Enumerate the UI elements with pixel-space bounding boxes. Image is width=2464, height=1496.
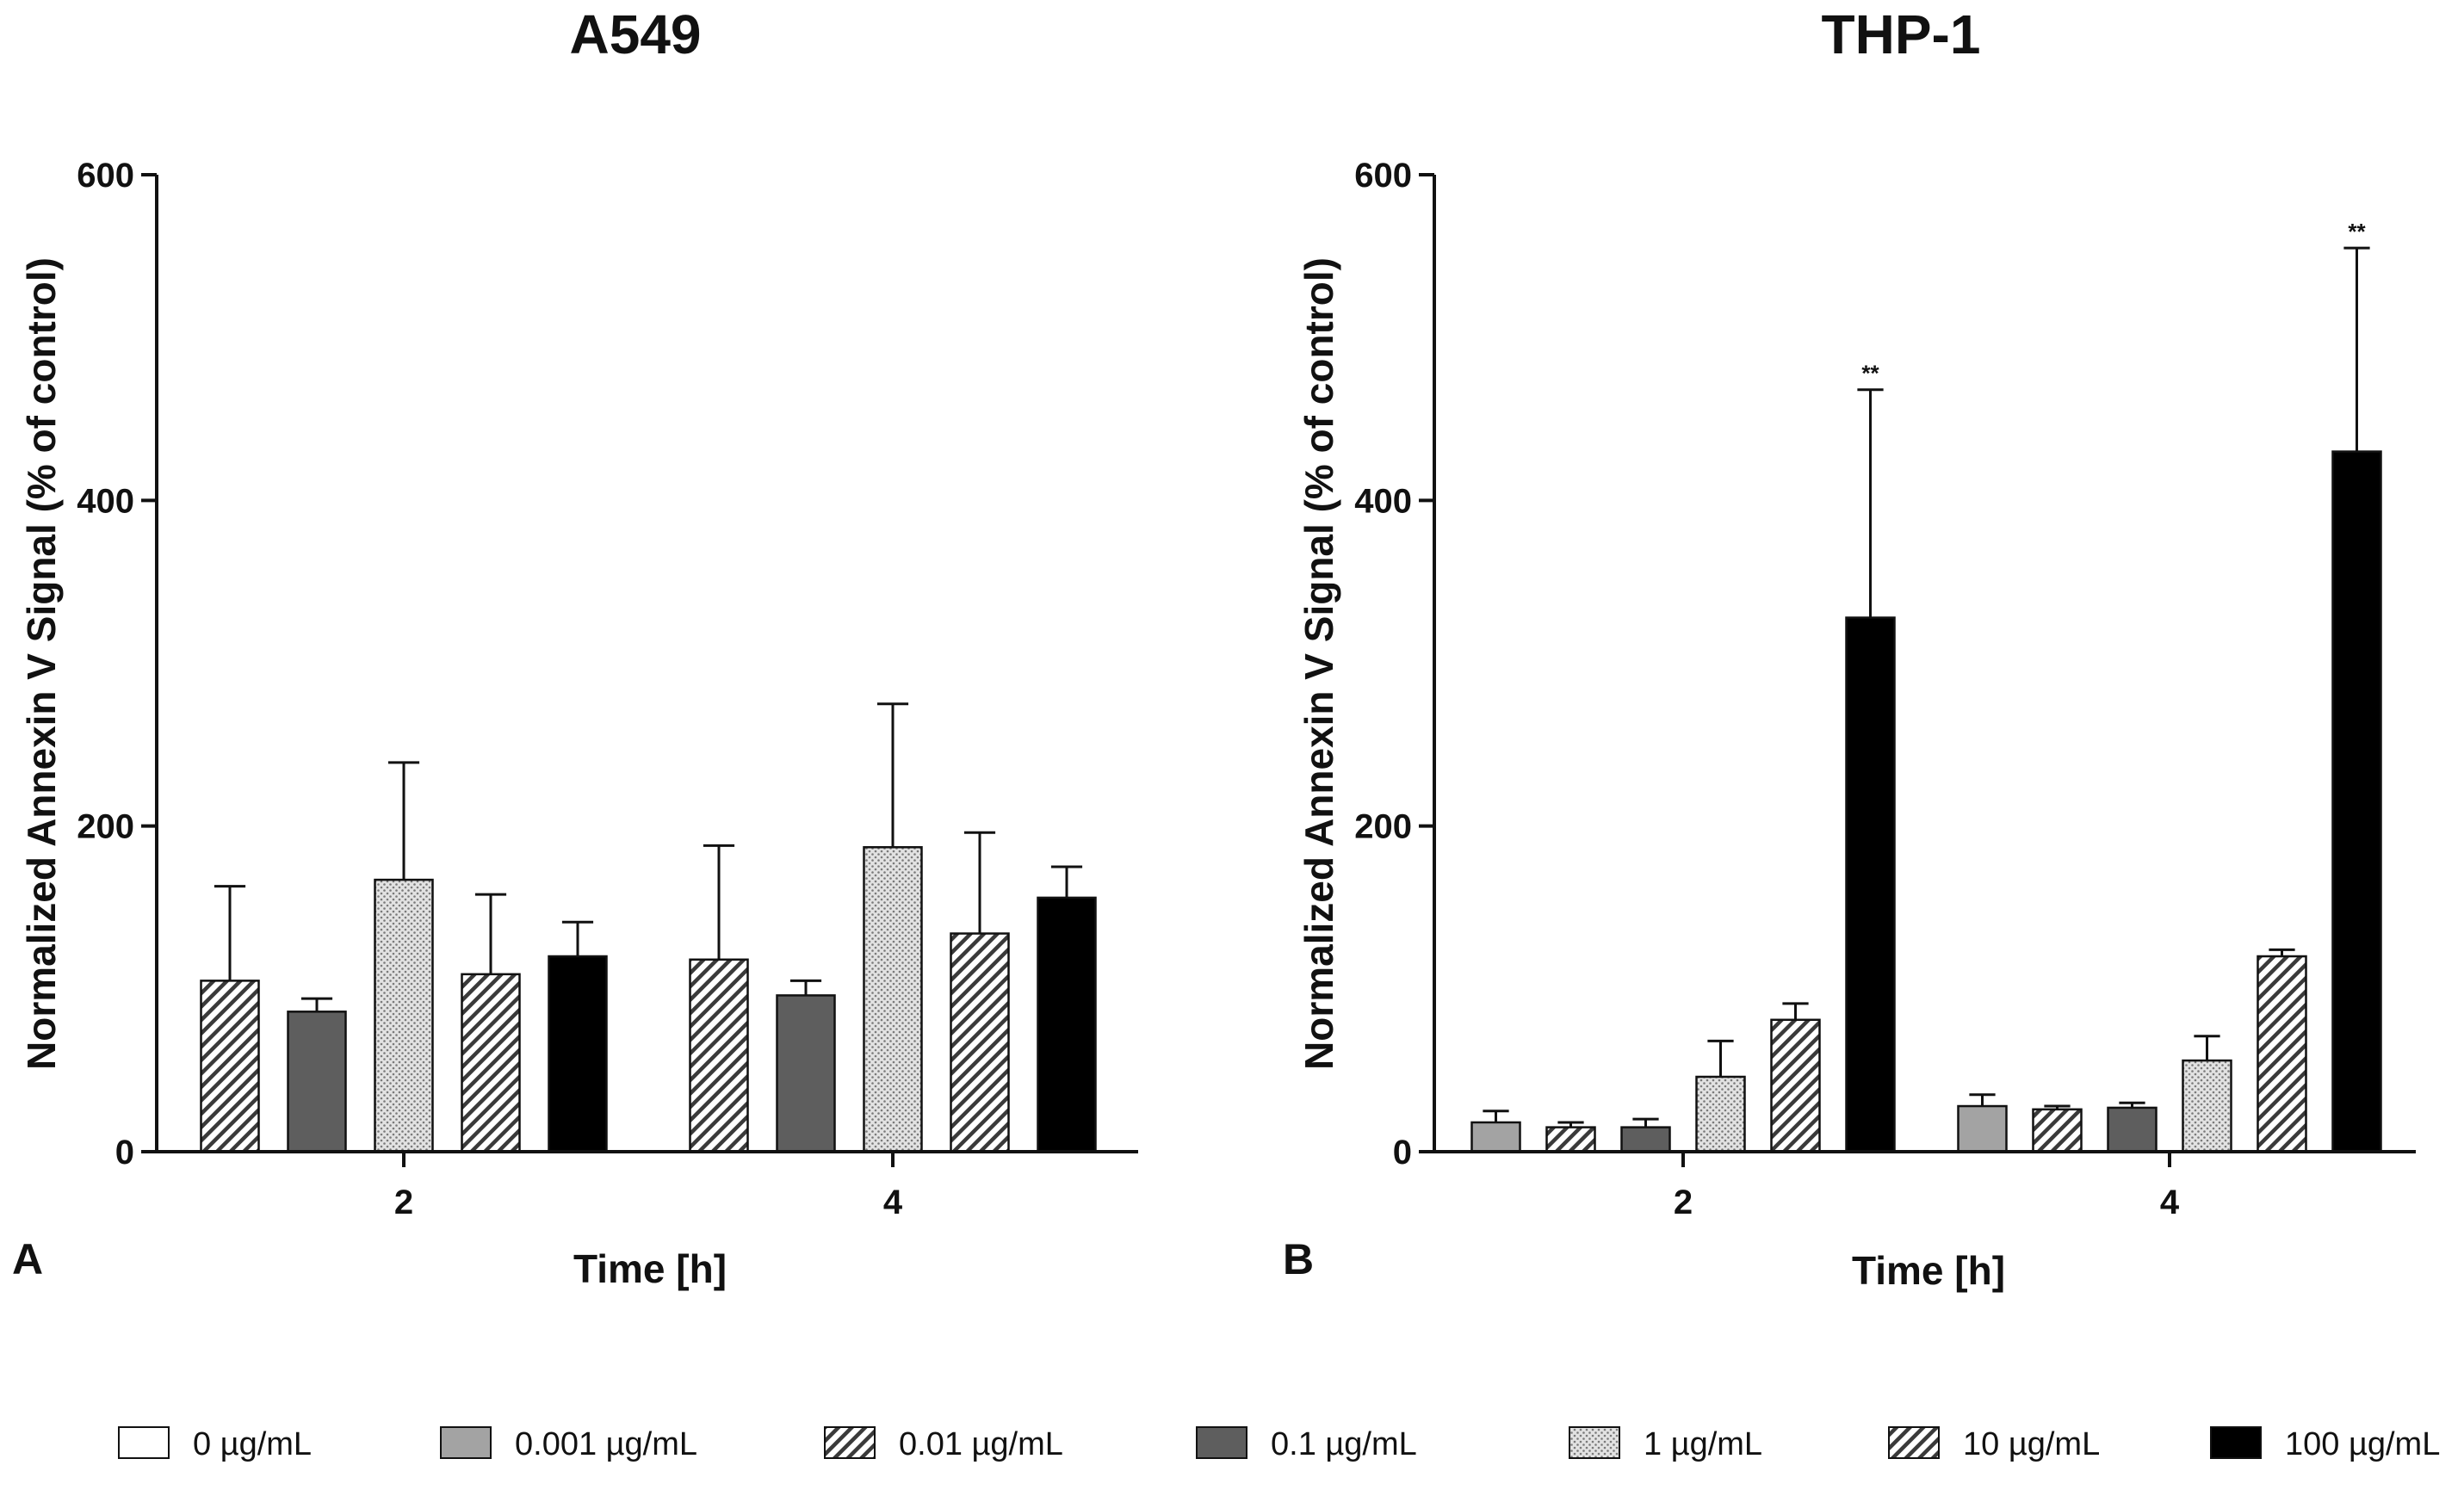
panel-a-plot-area: 0 200 400 600 2 4 [77,157,1138,1221]
panel-a-bar [950,932,1010,1153]
legend-item: 100 µg/mL [2210,1426,2440,1462]
legend-label: 0.001 µg/mL [515,1426,697,1462]
panel-b-bar [2331,450,2382,1153]
panel-b-title: THP-1 [1822,3,1981,65]
panel-b-y-tick-label: 400 [1354,482,1412,520]
panel-a-bar [374,878,434,1153]
panel-a-bar [548,955,608,1153]
panel-a-bar [461,973,521,1153]
panel-a-bar [1037,896,1097,1153]
panel-b-bar [1770,1018,1821,1153]
panel-b-significance-label: ** [2348,219,2366,244]
panel-b-y-axis-label: Normalized Annexin V Signal (% of contro… [1297,257,1341,1070]
legend-item: 0.1 µg/mL [1196,1426,1417,1462]
panel-a-y-axis-label: Normalized Annexin V Signal (% of contro… [19,257,64,1070]
panel-a-title: A549 [570,3,702,65]
panel-a-y-tick-label: 600 [77,157,134,195]
panel-b-thp1: THP-1 Normalized Annexin V Signal (% of … [1283,3,2416,1293]
panel-b-plot-area: ** ** 0 200 400 600 2 4 [1354,157,2416,1221]
panel-a-bar [863,846,923,1153]
legend-label: 100 µg/mL [2285,1426,2440,1462]
panel-b-bar [2182,1059,2232,1153]
panel-a-y-tick-label: 200 [77,808,134,846]
panel-a-bar [689,958,749,1153]
panel-a-bar [776,994,836,1153]
panel-a-y-tick-label: 0 [115,1134,134,1171]
panel-b-y-tick-label: 0 [1393,1134,1412,1171]
panel-a-x-tick-label: 2 [394,1184,413,1221]
legend: 0 µg/mL 0.001 µg/mL 0.01 µg/mL 0.1 µg/mL 1 µ… [118,1426,2440,1462]
panel-a-y-tick-label: 400 [77,482,134,520]
panel-b-letter: B [1283,1235,1314,1283]
panel-b-bar [1957,1104,2008,1153]
panel-b-significance-label: ** [1861,361,1879,386]
legend-label: 10 µg/mL [1963,1426,2100,1462]
legend-swatch [440,1426,492,1459]
legend-swatch [824,1426,876,1459]
legend-swatch [118,1426,170,1459]
legend-label: 0 µg/mL [193,1426,312,1462]
panel-a-x-tick-label: 4 [883,1184,903,1221]
panel-b-bar [1620,1126,1671,1153]
legend-item: 0 µg/mL [118,1426,312,1462]
legend-item: 0.001 µg/mL [440,1426,697,1462]
legend-item: 1 µg/mL [1569,1426,1762,1462]
panel-b-x-tick-label: 2 [1674,1184,1693,1221]
panel-b-y-tick-label: 200 [1354,808,1412,846]
panel-b-bar [1695,1075,1746,1153]
legend-label: 0.1 µg/mL [1271,1426,1417,1462]
panel-b-bar [1470,1121,1521,1153]
legend-label: 0.01 µg/mL [899,1426,1063,1462]
panel-a-x-axis-label: Time [h] [573,1246,727,1291]
panel-b-bar [2107,1106,2158,1153]
panel-a-bar [287,1011,347,1153]
panel-a-letter: A [12,1235,43,1283]
panel-b-y-tick-label: 600 [1354,157,1412,195]
panel-b-bar [1545,1126,1596,1153]
legend-item: 10 µg/mL [1888,1426,2100,1462]
legend-swatch [1569,1426,1620,1459]
legend-swatch [2210,1426,2262,1459]
panel-b-bar [2032,1108,2083,1153]
legend-swatch [1888,1426,1940,1459]
panel-a-a549: A549 Normalized Annexin V Signal (% of c… [12,3,1138,1291]
legend-label: 1 µg/mL [1644,1426,1762,1462]
legend-swatch [1196,1426,1247,1459]
panel-b-x-tick-label: 4 [2160,1184,2180,1221]
panel-b-bar [2257,955,2307,1153]
panel-a-bar [200,980,260,1153]
legend-item: 0.01 µg/mL [824,1426,1063,1462]
panel-b-x-axis-label: Time [h] [1852,1248,2005,1293]
panel-b-bar [1845,616,1896,1153]
